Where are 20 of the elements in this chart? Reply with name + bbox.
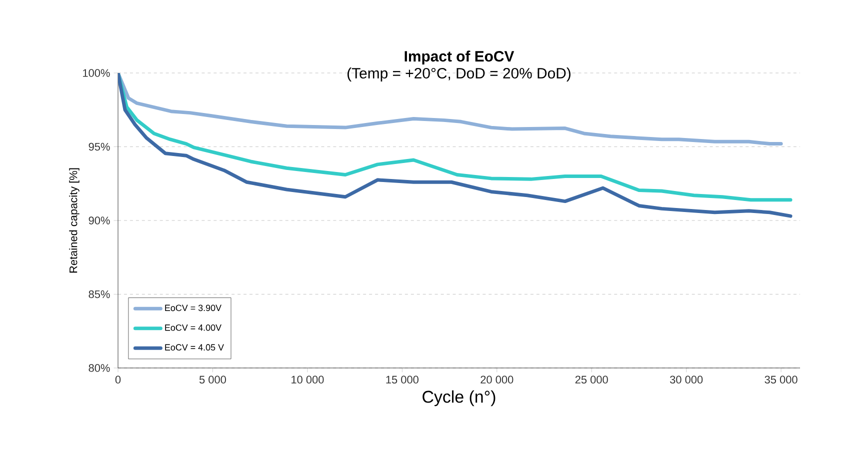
chart-subtitle: (Temp = +20°C, DoD = 20% DoD) — [348, 68, 570, 82]
x-tick-label: 10 000 — [292, 376, 324, 384]
x-tick-label: 15 000 — [386, 376, 418, 384]
y-tick-label: 85% — [88, 290, 110, 298]
x-tick-label: 0 — [115, 376, 121, 384]
x-axis-title: Cycle (n°) — [422, 390, 496, 406]
y-tick-label: 90% — [88, 216, 110, 224]
x-tick-label: 35 000 — [764, 376, 798, 384]
y-axis-title: Retained capacity [%] — [69, 168, 80, 273]
legend-label: EoCV = 4.00V — [165, 324, 222, 331]
x-tick-label: 5 000 — [199, 376, 226, 384]
x-tick-label: 25 000 — [575, 376, 608, 384]
x-tick-label: 30 000 — [670, 376, 703, 384]
x-tick-label: 20 000 — [480, 376, 514, 384]
legend-label: EoCV = 3.90V — [165, 304, 222, 312]
chart-title: Impact of EoCV — [404, 50, 514, 65]
y-tick-label: 80% — [88, 364, 110, 372]
y-tick-label: 95% — [88, 142, 110, 151]
y-tick-label: 100% — [83, 69, 110, 77]
legend-label: EoCV = 4.05 V — [165, 344, 224, 351]
